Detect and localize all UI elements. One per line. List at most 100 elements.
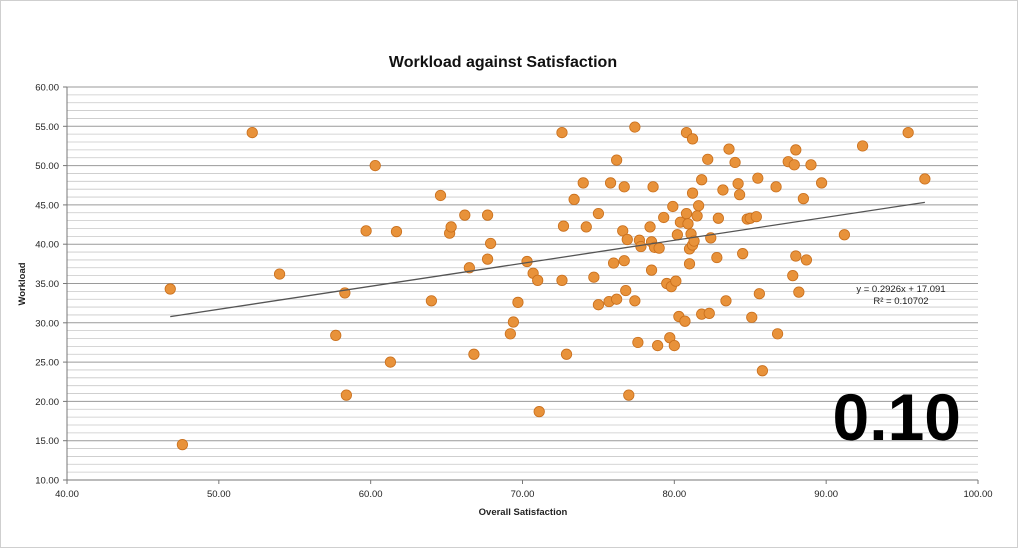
data-point (384, 356, 397, 368)
x-tick-label: 90.00 (814, 489, 838, 500)
data-point (797, 193, 809, 205)
data-point (434, 189, 447, 202)
data-point (711, 251, 723, 264)
data-point (369, 160, 381, 172)
data-point (445, 221, 457, 233)
data-point (629, 295, 641, 307)
major-gridlines (67, 86, 978, 442)
data-point (468, 348, 480, 360)
data-point (688, 235, 700, 247)
data-point (611, 293, 623, 305)
data-point (592, 207, 605, 220)
data-point (703, 307, 715, 319)
y-tick-label: 55.00 (35, 122, 59, 133)
trendline-r-squared: R² = 0.10702 (873, 296, 928, 307)
y-tick-label: 25.00 (35, 358, 59, 369)
data-point (729, 156, 741, 169)
data-point (560, 348, 573, 360)
x-tick-label: 60.00 (359, 489, 383, 500)
data-point (512, 296, 524, 308)
chart-title: Workload against Satisfaction (389, 54, 617, 71)
data-point (459, 209, 471, 221)
data-point (632, 336, 644, 349)
data-point (671, 229, 683, 241)
data-point (693, 200, 705, 212)
x-tick-label: 100.00 (963, 489, 992, 500)
data-point (504, 328, 516, 340)
data-point (668, 339, 680, 352)
y-tick-label: 35.00 (35, 279, 59, 290)
data-point (683, 258, 696, 270)
data-point (645, 264, 658, 276)
data-point (790, 144, 802, 156)
data-point (557, 220, 570, 232)
x-tick-label: 50.00 (207, 489, 231, 500)
data-point (330, 329, 342, 341)
data-point (857, 140, 869, 152)
data-point (246, 126, 258, 139)
y-tick-label: 60.00 (35, 83, 59, 94)
data-point (176, 439, 188, 451)
data-point (720, 295, 732, 307)
data-point (588, 271, 600, 283)
data-point (746, 311, 758, 323)
data-point (680, 207, 693, 220)
data-point (686, 187, 699, 199)
data-point (485, 237, 497, 250)
data-point (717, 184, 729, 196)
y-tick-label: 20.00 (35, 397, 59, 408)
data-point (620, 284, 632, 297)
data-point (577, 177, 589, 189)
data-point (532, 274, 544, 286)
r-value-label: 0.10 (832, 380, 961, 454)
data-point (390, 226, 403, 238)
y-axis-label: Workload (17, 262, 28, 305)
data-point (712, 212, 724, 224)
data-point (667, 200, 679, 213)
y-tick-label: 15.00 (35, 436, 59, 447)
data-point (679, 315, 691, 327)
data-point (771, 328, 784, 340)
y-axis-tick-labels: 10.00 15.00 20.00 25.00 30.00 35.00 40.00 45.00… (35, 83, 67, 487)
data-point (653, 242, 665, 254)
data-point (770, 181, 782, 193)
data-point (658, 211, 670, 224)
data-point (682, 218, 694, 230)
data-point (629, 121, 641, 133)
data-point (621, 233, 633, 246)
data-point (737, 248, 749, 260)
x-axis-tick-labels: 40.00 50.00 60.00 70.00 80.00 90.00 100.00 (55, 480, 993, 500)
data-point (556, 126, 568, 139)
data-point (800, 254, 813, 266)
y-tick-label: 50.00 (35, 161, 59, 172)
y-tick-label: 10.00 (35, 476, 59, 487)
data-point (340, 389, 352, 401)
data-point (816, 177, 828, 189)
data-point (623, 389, 635, 401)
data-point (805, 159, 817, 171)
data-point (686, 133, 699, 145)
y-tick-label: 40.00 (35, 240, 59, 251)
minor-gridlines (67, 94, 978, 473)
data-point (611, 154, 623, 166)
data-point (507, 316, 519, 328)
x-tick-label: 80.00 (662, 489, 686, 500)
data-point (750, 211, 762, 223)
data-point (793, 286, 805, 298)
data-points (164, 121, 931, 451)
data-point (647, 181, 659, 193)
data-point (425, 295, 437, 307)
data-point (734, 189, 746, 201)
data-point (696, 174, 708, 186)
data-point (838, 229, 850, 241)
data-point (732, 178, 744, 190)
data-point (607, 257, 620, 269)
data-point (652, 339, 664, 352)
data-point (568, 193, 580, 205)
data-point (273, 268, 286, 280)
data-point (670, 275, 682, 287)
data-point (919, 173, 931, 185)
data-point (617, 225, 629, 237)
